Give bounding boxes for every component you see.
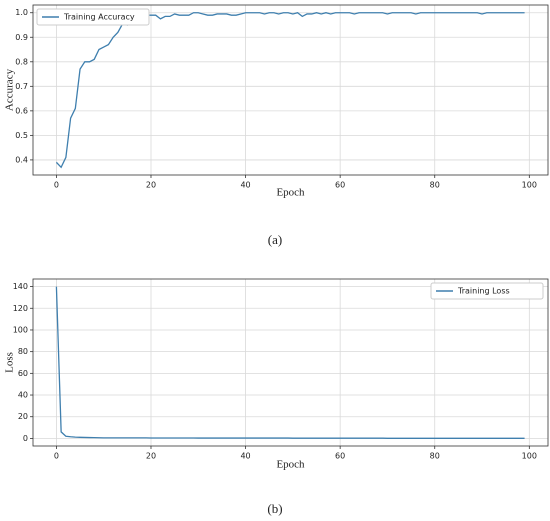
y-tick-label: 0.7: [15, 82, 28, 91]
data-line: [55, 286, 525, 439]
x-tick-label: 100: [522, 181, 537, 190]
x-tick-label: 60: [335, 452, 345, 461]
y-tick-label: 140: [13, 282, 28, 291]
y-axis-label: Loss: [4, 352, 16, 373]
x-axis-label: Epoch: [276, 187, 305, 199]
y-tick-label: 0.9: [15, 33, 28, 42]
legend-box: [430, 282, 544, 300]
x-tick-label: 100: [522, 452, 537, 461]
x-tick-label: 80: [430, 181, 440, 190]
legend-label: Training Accuracy: [63, 13, 135, 22]
legend-box: [36, 8, 150, 26]
caption: (b): [267, 501, 282, 516]
x-tick-label: 40: [240, 181, 250, 190]
legend-label: Training Loss: [457, 287, 510, 296]
x-tick-label: 20: [146, 181, 156, 190]
y-tick-label: 0.5: [15, 131, 28, 140]
x-tick-label: 60: [335, 181, 345, 190]
y-axis-label: Accuracy: [4, 68, 16, 111]
y-tick-label: 40: [18, 391, 28, 400]
chart: 0 20 40 60 80 100 0 20 40 60 80 100 120 140 Epoch Loss (…: [4, 278, 549, 516]
y-tick-label: 80: [18, 347, 28, 356]
y-tick-label: 0: [23, 434, 28, 443]
y-tick-label: 0.8: [15, 57, 28, 66]
chart: 0 20 40 60 80 100 0.4 0.5 0.6 0.7 0.8 0.9 1.0 Epoch Ac…: [4, 4, 549, 247]
x-axis-label: Epoch: [276, 459, 305, 471]
x-tick-label: 80: [430, 452, 440, 461]
y-tick-label: 0.6: [15, 106, 28, 115]
y-tick-label: 20: [18, 412, 28, 421]
plot-frame: [32, 278, 549, 447]
x-tick-label: 0: [54, 181, 59, 190]
data-line: [55, 12, 525, 169]
x-tick-label: 0: [54, 452, 59, 461]
plot-frame: [32, 4, 549, 176]
y-tick-label: 100: [13, 325, 28, 334]
y-tick-label: 0.4: [15, 155, 28, 164]
caption: (a): [268, 232, 282, 247]
x-tick-label: 40: [240, 452, 250, 461]
y-tick-label: 60: [18, 369, 28, 378]
y-tick-label: 1.0: [15, 8, 28, 17]
x-tick-label: 20: [146, 452, 156, 461]
y-tick-label: 120: [13, 304, 28, 313]
